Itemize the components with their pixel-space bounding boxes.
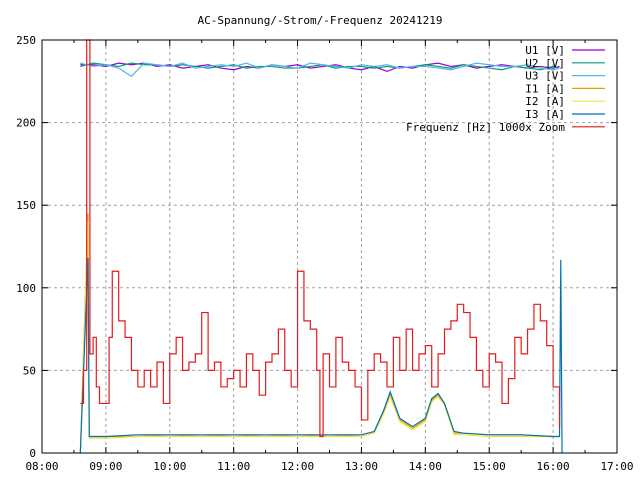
legend-label: U2 [V] bbox=[525, 57, 565, 70]
y-tick-label: 50 bbox=[23, 364, 36, 377]
legend: U1 [V]U2 [V]U3 [V]I1 [A]I2 [A]I3 [A]Freq… bbox=[406, 44, 605, 134]
y-tick-label: 250 bbox=[16, 34, 36, 47]
x-tick-label: 13:00 bbox=[345, 460, 378, 473]
grid bbox=[42, 40, 617, 453]
x-tick-label: 17:00 bbox=[600, 460, 633, 473]
x-tick-label: 11:00 bbox=[217, 460, 250, 473]
legend-label: I3 [A] bbox=[525, 108, 565, 121]
legend-label: I2 [A] bbox=[525, 95, 565, 108]
series-line-i3 bbox=[79, 258, 563, 454]
y-tick-label: 0 bbox=[29, 447, 36, 460]
series-line-i2 bbox=[79, 221, 560, 454]
series-line-frequenz bbox=[80, 39, 561, 438]
y-tick-label: 150 bbox=[16, 199, 36, 212]
legend-label: I1 [A] bbox=[525, 82, 565, 95]
chart-title: AC-Spannung/-Strom/-Frequenz 20241219 bbox=[197, 14, 442, 27]
x-tick-label: 08:00 bbox=[25, 460, 58, 473]
x-tick-label: 12:00 bbox=[281, 460, 314, 473]
y-tick-label: 200 bbox=[16, 117, 36, 130]
series-line-u3 bbox=[80, 62, 560, 78]
x-tick-label: 10:00 bbox=[153, 460, 186, 473]
legend-label: U3 [V] bbox=[525, 70, 565, 83]
plot-border bbox=[41, 39, 618, 454]
x-tick-label: 09:00 bbox=[89, 460, 122, 473]
x-tick-label: 15:00 bbox=[473, 460, 506, 473]
legend-label: U1 [V] bbox=[525, 44, 565, 57]
ticks: 0 50 100 150 200 250 08:00 09:00 10:00 11:00 12:00… bbox=[16, 34, 633, 473]
x-tick-label: 14:00 bbox=[409, 460, 442, 473]
x-tick-label: 16:00 bbox=[537, 460, 570, 473]
series-lines bbox=[79, 39, 563, 454]
legend-label: Frequenz [Hz] 1000x Zoom bbox=[406, 121, 565, 134]
y-tick-label: 100 bbox=[16, 282, 36, 295]
